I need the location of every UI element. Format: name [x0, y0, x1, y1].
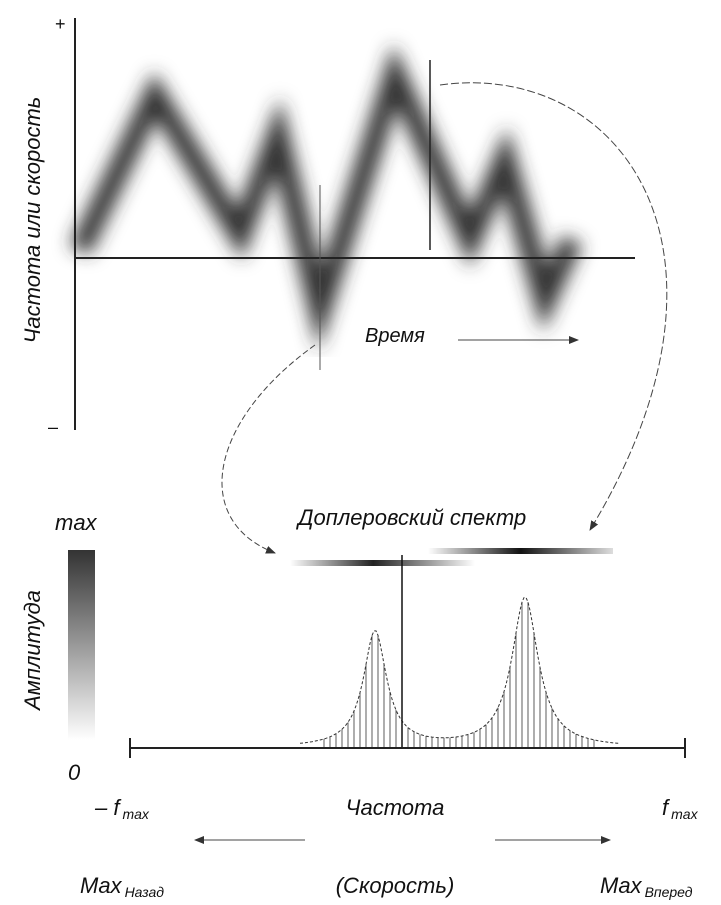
right-direction-text: Max: [600, 873, 643, 898]
connector: [439, 82, 668, 531]
left-limit-text: – f: [94, 795, 122, 820]
spectrum-title: Доплеровский спектр: [295, 505, 526, 530]
spectrum-envelope: [299, 597, 621, 744]
right-limit-sub: max: [671, 806, 698, 822]
spectrum-strip: [290, 560, 475, 566]
right-limit: f max: [662, 795, 699, 822]
spectrum-strip: [428, 548, 613, 554]
right-direction-sub: Вперед: [645, 884, 693, 900]
axis-minus: –: [48, 417, 58, 437]
amplitude-min: 0: [68, 760, 81, 785]
velocity-label: (Скорость): [336, 873, 455, 898]
left-direction: Max Назад: [80, 873, 164, 900]
right-limit-text: f: [662, 795, 671, 820]
left-limit-sub: max: [122, 806, 149, 822]
velocity-trace: [70, 44, 583, 351]
connector: [221, 344, 316, 554]
x-axis-label: Время: [365, 325, 425, 347]
amplitude-gradient: [68, 550, 95, 740]
y-axis-label: Частота или скорость: [20, 97, 45, 344]
amplitude-max: max: [55, 510, 98, 535]
spectrum: [299, 597, 621, 748]
axis-plus: +: [55, 14, 66, 34]
left-direction-text: Max: [80, 873, 123, 898]
amplitude-label: Амплитуда: [20, 590, 45, 712]
left-limit: – f max: [94, 795, 150, 822]
left-direction-sub: Назад: [125, 884, 165, 900]
frequency-label: Частота: [346, 795, 445, 820]
right-direction: Max Вперед: [600, 873, 693, 900]
